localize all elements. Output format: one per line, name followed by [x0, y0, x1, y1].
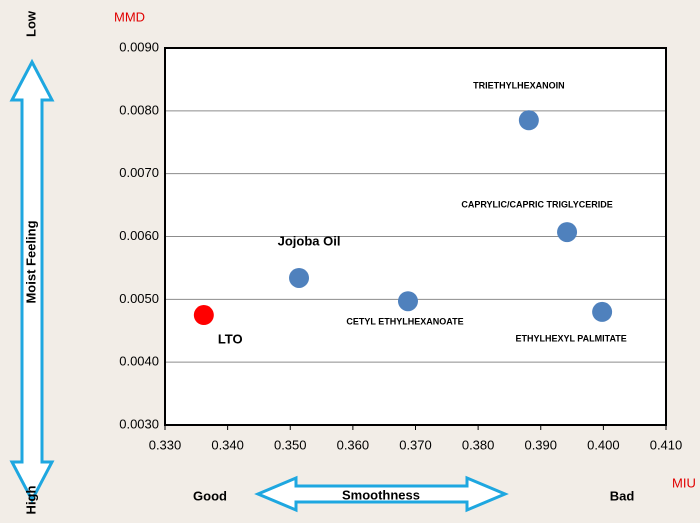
x-tick-label: 0.330: [149, 437, 182, 452]
horizontal-arrow: [254, 475, 509, 513]
point-label: LTO: [218, 331, 243, 346]
point: [557, 222, 578, 243]
point-label: CETYL ETHYLHEXANOATE: [346, 317, 463, 327]
y-low-label: Low: [23, 10, 38, 37]
y-high-label: High: [23, 486, 38, 515]
y-tick-label: 0.0030: [119, 416, 159, 431]
y-tick-label: 0.0050: [119, 291, 159, 306]
x-tick-label: 0.370: [399, 437, 432, 452]
x-axis-label: MIU: [672, 475, 696, 490]
x-bad-label: Bad: [610, 488, 635, 503]
y-tick-label: 0.0040: [119, 354, 159, 369]
point-label: Jojoba Oil: [278, 233, 341, 248]
point: [592, 301, 613, 322]
y-axis-label: MMD: [114, 9, 145, 24]
y-tick-label: 0.0060: [119, 228, 159, 243]
x-tick-label: 0.380: [462, 437, 495, 452]
x-tick-label: 0.390: [524, 437, 557, 452]
x-tick-label: 0.360: [337, 437, 370, 452]
vertical-arrow: [9, 58, 55, 504]
x-tick-label: 0.410: [650, 437, 683, 452]
point: [193, 305, 214, 326]
x-good-label: Good: [193, 488, 227, 503]
x-tick-label: 0.350: [274, 437, 307, 452]
point-label: ETHYLHEXYL PALMITATE: [515, 333, 626, 343]
point: [518, 110, 539, 131]
x-tick-label: 0.400: [587, 437, 620, 452]
point: [397, 291, 418, 312]
x-arrow-label: Smoothness: [342, 487, 420, 502]
y-arrow-label: Moist Feeling: [23, 220, 38, 303]
point-label: TRIETHYLHEXANOIN: [473, 81, 565, 91]
y-tick-label: 0.0090: [119, 39, 159, 54]
x-tick-label: 0.340: [211, 437, 244, 452]
y-tick-label: 0.0080: [119, 102, 159, 117]
y-tick-label: 0.0070: [119, 165, 159, 180]
point: [289, 267, 310, 288]
point-label: CAPRYLIC/CAPRIC TRIGLYCERIDE: [461, 199, 612, 209]
